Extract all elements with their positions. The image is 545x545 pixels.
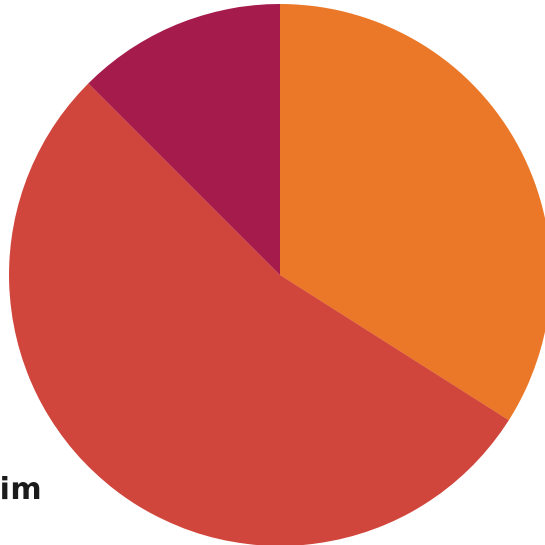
pie-slice-3	[88, 4, 281, 275]
pie-slice-1	[280, 4, 545, 421]
slice-label: ilim	[0, 472, 43, 507]
pie-slice-2	[9, 83, 509, 545]
